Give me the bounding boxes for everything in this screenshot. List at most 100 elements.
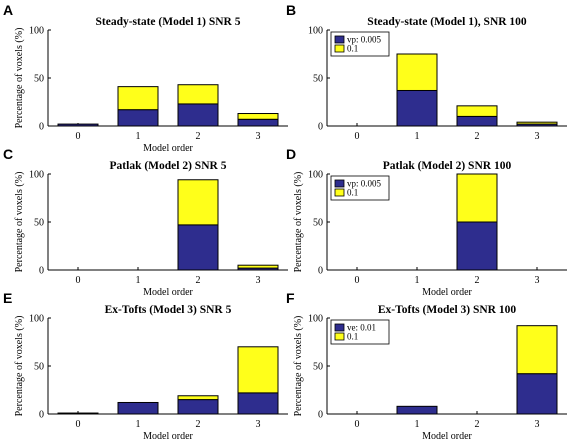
y-tick-label: 100 — [29, 314, 44, 325]
x-tick-label: 0 — [76, 419, 81, 430]
y-tick-label: 50 — [34, 74, 44, 85]
panel-letter: A — [3, 2, 13, 18]
bar-series2-3 — [237, 113, 279, 120]
x-tick-label: 0 — [76, 275, 81, 286]
x-tick-label: 1 — [136, 275, 141, 286]
x-tick-label: 3 — [256, 419, 261, 430]
legend-entry: vp: 0.005 — [347, 35, 382, 45]
bar-series2-3 — [516, 121, 558, 125]
x-tick-label: 1 — [136, 131, 141, 142]
legend-swatch — [334, 332, 345, 341]
panel-letter: F — [286, 290, 295, 306]
x-tick-label: 3 — [256, 131, 261, 142]
panel-c: C Patlak (Model 2) SNR 5 0 50 100 0 1 2 3 Model o… — [3, 146, 288, 298]
x-tick-label: 1 — [136, 419, 141, 430]
x-tick-label: 2 — [196, 275, 201, 286]
y-tick-label: 0 — [318, 122, 323, 133]
legend-swatch — [334, 188, 345, 197]
y-tick-label: 50 — [34, 362, 44, 373]
bar-series2-2 — [177, 84, 219, 105]
panel-title: Ex-Tofts (Model 3) SNR 5 — [105, 304, 232, 316]
legend-swatch — [334, 323, 345, 332]
y-axis-label: Percentage of voxels (%) — [14, 316, 25, 417]
panel-e: E Ex-Tofts (Model 3) SNR 5 0 50 100 0 1 2 3 Model… — [3, 290, 288, 441]
x-tick-label: 1 — [415, 131, 420, 142]
panel-letter: D — [286, 146, 296, 162]
y-tick-label: 0 — [39, 410, 44, 421]
x-axis-label: Model order — [143, 287, 193, 298]
x-tick-label: 2 — [475, 419, 480, 430]
bar-series1-2 — [456, 221, 498, 271]
y-axis-label: Percentage of voxels (%) — [14, 28, 25, 129]
y-tick-label: 0 — [318, 410, 323, 421]
y-tick-label: 0 — [39, 266, 44, 277]
bar-series1-0 — [57, 412, 99, 415]
bar-series2-1 — [117, 86, 159, 111]
bar-series1-3 — [516, 373, 558, 415]
bar-series2-2 — [177, 395, 219, 401]
x-tick-label: 0 — [76, 131, 81, 142]
panel-d: D Patlak (Model 2) SNR 100 0 50 100 0 1 2 3 Model… — [286, 146, 567, 298]
panel-letter: B — [286, 2, 296, 18]
bar-series1-1 — [117, 401, 159, 415]
bar-series1-3 — [237, 392, 279, 415]
panel-title: Steady-state (Model 1) SNR 5 — [95, 16, 240, 28]
panel-b: B Steady-state (Model 1), SNR 100 0 50 100 0 1… — [286, 2, 567, 142]
panel-letter: E — [3, 290, 12, 306]
x-tick-label: 0 — [355, 275, 360, 286]
y-tick-label: 100 — [308, 170, 323, 181]
x-tick-label: 2 — [196, 419, 201, 430]
bar-series2-1 — [396, 53, 438, 91]
legend-entry: 0.1 — [347, 44, 358, 54]
panel-a: A Steady-state (Model 1) SNR 5 0 50 100 0 1 2 3 M… — [3, 2, 288, 154]
panel-title: Patlak (Model 2) SNR 5 — [110, 160, 227, 172]
bar-series2-2 — [456, 173, 498, 223]
bar-series1-2 — [177, 399, 219, 415]
bar-series2-2 — [177, 179, 219, 226]
y-tick-label: 50 — [313, 74, 323, 85]
bar-series1-2 — [177, 103, 219, 127]
panel-title: Ex-Tofts (Model 3) SNR 100 — [378, 304, 516, 316]
x-axis-label: Model order — [143, 143, 193, 154]
legend-entry: 0.1 — [347, 332, 358, 342]
y-tick-label: 100 — [308, 26, 323, 37]
x-tick-label: 0 — [355, 131, 360, 142]
bar-series2-3 — [516, 325, 558, 375]
legend-swatch — [334, 35, 345, 44]
legend-swatch — [334, 179, 345, 188]
y-axis-label: Percentage of voxels (%) — [293, 316, 304, 417]
legend-entry: ve: 0.01 — [347, 323, 376, 333]
x-tick-label: 3 — [256, 275, 261, 286]
y-tick-label: 50 — [34, 218, 44, 229]
x-axis-label: Model order — [422, 287, 472, 298]
x-tick-label: 1 — [415, 275, 420, 286]
y-tick-label: 100 — [29, 26, 44, 37]
y-tick-label: 0 — [39, 122, 44, 133]
panel-title: Patlak (Model 2) SNR 100 — [383, 160, 512, 172]
x-tick-label: 3 — [535, 131, 540, 142]
y-tick-label: 100 — [308, 314, 323, 325]
x-tick-label: 1 — [415, 419, 420, 430]
y-axis-label: Percentage of voxels (%) — [14, 172, 25, 273]
x-tick-label: 3 — [535, 275, 540, 286]
bar-series2-2 — [456, 105, 498, 117]
y-tick-label: 50 — [313, 218, 323, 229]
x-tick-label: 2 — [475, 275, 480, 286]
bar-series2-3 — [237, 346, 279, 394]
y-axis-label: Percentage of voxels (%) — [293, 172, 304, 273]
bar-series1-2 — [177, 224, 219, 271]
panel-f: F Ex-Tofts (Model 3) SNR 100 0 50 100 0 1 2 3 Mod… — [286, 290, 567, 441]
legend: ve: 0.010.1 — [330, 319, 390, 345]
bar-series1-2 — [456, 115, 498, 127]
panel-title: Steady-state (Model 1), SNR 100 — [367, 16, 527, 28]
x-tick-label: 2 — [475, 131, 480, 142]
y-tick-label: 0 — [318, 266, 323, 277]
bar-series1-1 — [396, 405, 438, 415]
x-tick-label: 2 — [196, 131, 201, 142]
bar-series1-0 — [57, 123, 99, 127]
legend-entry: 0.1 — [347, 188, 358, 198]
x-tick-label: 3 — [535, 419, 540, 430]
